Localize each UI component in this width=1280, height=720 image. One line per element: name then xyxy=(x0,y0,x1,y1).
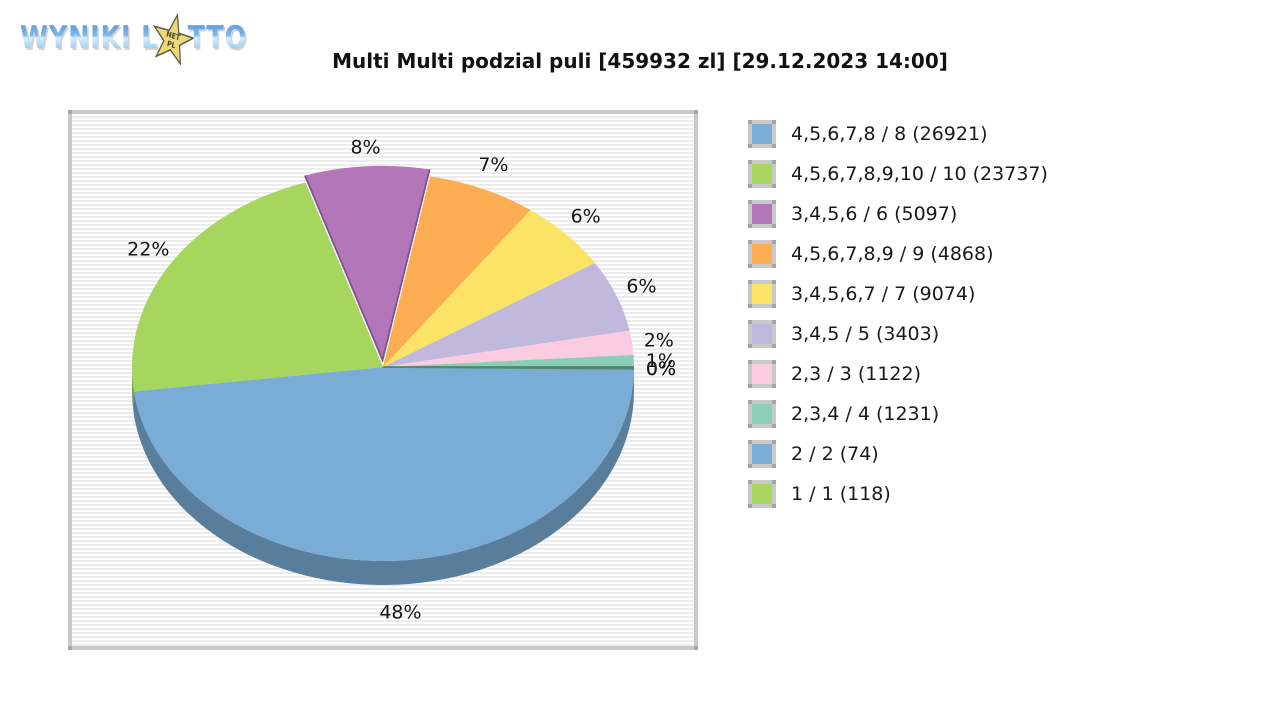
legend-item: 3,4,5,6,7 / 7 (9074) xyxy=(748,280,1048,308)
legend-swatch xyxy=(748,240,776,268)
pie-slice xyxy=(304,166,430,361)
pie-percent-label: 22% xyxy=(127,239,169,261)
site-logo[interactable]: WYNIKI L NET PL TTO xyxy=(20,12,247,65)
legend-item: 4,5,6,7,8,9,10 / 10 (23737) xyxy=(748,160,1048,188)
pie-percent-label: 6% xyxy=(626,276,656,298)
legend-label: 1 / 1 (118) xyxy=(791,483,891,505)
pie-slice xyxy=(383,330,634,367)
pie-percent-label: 6% xyxy=(571,206,601,228)
legend-swatch-color xyxy=(752,164,772,184)
logo-lotto-tto: TTO xyxy=(187,20,247,56)
pie-percent-label: 8% xyxy=(350,136,380,158)
legend-swatch xyxy=(748,440,776,468)
frame-corner xyxy=(68,646,72,650)
pie-slice xyxy=(133,367,634,562)
pie-percent-label: 48% xyxy=(379,602,421,624)
legend-label: 4,5,6,7,8,9,10 / 10 (23737) xyxy=(791,163,1048,185)
legend-item: 1 / 1 (118) xyxy=(748,480,1048,508)
legend-label: 3,4,5 / 5 (3403) xyxy=(791,323,940,345)
legend-item: 4,5,6,7,8 / 8 (26921) xyxy=(748,120,1048,148)
legend-label: 2 / 2 (74) xyxy=(791,443,879,465)
legend-label: 2,3 / 3 (1122) xyxy=(791,363,922,385)
legend-item: 2 / 2 (74) xyxy=(748,440,1048,468)
legend-swatch-color xyxy=(752,324,772,344)
plot-area: 48% 22% 8% 7% 6% 6% 2% 1% 0% 0% xyxy=(68,110,698,650)
legend-swatch xyxy=(748,200,776,228)
pie-slice xyxy=(132,182,383,392)
pie-chart-svg: 48%22%8%7%6%6%2%1%0%0% xyxy=(127,136,676,624)
legend-swatch-color xyxy=(752,204,772,224)
legend-item: 2,3,4 / 4 (1231) xyxy=(748,400,1048,428)
pie-slice xyxy=(383,176,531,367)
legend-swatch xyxy=(748,480,776,508)
pie-percent-label: 7% xyxy=(478,154,508,176)
legend-item: 4,5,6,7,8,9 / 9 (4868) xyxy=(748,240,1048,268)
logo-text-lotto: L NET PL TTO xyxy=(141,12,247,65)
pie-slice-edge xyxy=(304,169,431,363)
legend-swatch-color xyxy=(752,444,772,464)
legend-label: 4,5,6,7,8,9 / 9 (4868) xyxy=(791,243,994,265)
legend-item: 3,4,5,6 / 6 (5097) xyxy=(748,200,1048,228)
legend-swatch xyxy=(748,280,776,308)
logo-lotto-l: L xyxy=(141,20,159,56)
chart-title: Multi Multi podzial puli [459932 zl] [29… xyxy=(332,49,948,74)
pie-percent-label: 2% xyxy=(644,329,674,351)
legend-swatch-color xyxy=(752,124,772,144)
pie-slice-wall xyxy=(132,367,134,416)
legend-swatch-color xyxy=(752,244,772,264)
star-text-net: NET xyxy=(166,29,182,43)
frame-corner xyxy=(694,110,698,114)
legend-swatch-color xyxy=(752,364,772,384)
legend-swatch-color xyxy=(752,484,772,504)
legend-label: 2,3,4 / 4 (1231) xyxy=(791,403,940,425)
legend-swatch-color xyxy=(752,404,772,424)
pie-percent-label: 0% xyxy=(646,358,676,380)
legend-swatch-color xyxy=(752,284,772,304)
pie-percent-label: 0% xyxy=(646,358,676,380)
legend-swatch xyxy=(748,360,776,388)
legend-swatch xyxy=(748,120,776,148)
legend-item: 2,3 / 3 (1122) xyxy=(748,360,1048,388)
frame-corner xyxy=(694,646,698,650)
pie-percent-label: 1% xyxy=(646,350,676,372)
legend-label: 4,5,6,7,8 / 8 (26921) xyxy=(791,123,988,145)
legend-label: 3,4,5,6,7 / 7 (9074) xyxy=(791,283,976,305)
star-text-pl: PL xyxy=(167,38,178,50)
pie-slice-edge xyxy=(382,366,634,370)
legend-swatch xyxy=(748,160,776,188)
frame-corner xyxy=(68,110,72,114)
legend-label: 3,4,5,6 / 6 (5097) xyxy=(791,203,958,225)
legend-item: 3,4,5 / 5 (3403) xyxy=(748,320,1048,348)
logo-text-wyniki: WYNIKI xyxy=(20,20,132,56)
star-icon: NET PL xyxy=(153,13,195,65)
pie-slice xyxy=(383,263,630,367)
legend: 4,5,6,7,8 / 8 (26921) 4,5,6,7,8,9,10 / 1… xyxy=(748,120,1048,520)
legend-swatch xyxy=(748,320,776,348)
pie-slice xyxy=(383,210,595,367)
pie-slice xyxy=(383,354,634,367)
legend-swatch xyxy=(748,400,776,428)
